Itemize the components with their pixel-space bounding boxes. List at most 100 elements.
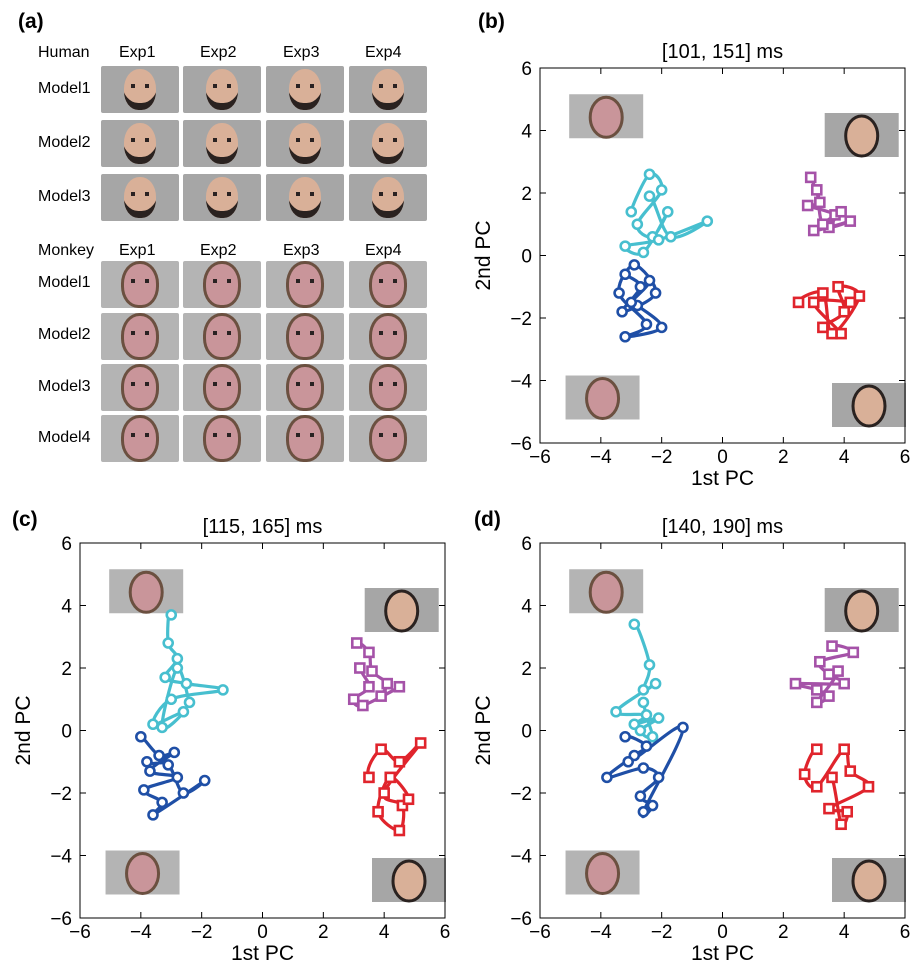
x-tick-label: −4 [590, 922, 612, 943]
human-col-exp1: Exp1 [119, 44, 156, 61]
human-face-thumbnail [824, 113, 899, 158]
series-0-point [634, 724, 647, 737]
monkey-row-model3: Model3 [38, 378, 91, 395]
series-2-point [804, 171, 817, 184]
pca-scatter-d: [140, 190] ms −6 −4 −2 0 2 4 6 −6 −4 −2 0 2 4 6 1st PC 2… [472, 516, 910, 965]
series-2-point [807, 224, 820, 237]
y-tick-label: −2 [510, 309, 532, 330]
series-0-point [147, 718, 159, 731]
series-3-point [817, 287, 829, 299]
monkey-face-thumbnail [349, 364, 427, 411]
series-2-point [363, 680, 375, 693]
monkey-col-exp2: Exp2 [200, 242, 237, 259]
series-1-point [616, 305, 628, 318]
series-3-point [402, 793, 415, 806]
series-1-point [652, 771, 665, 784]
series-1-point [625, 296, 638, 309]
y-tick-label: 0 [521, 247, 532, 268]
series-1-point [135, 730, 147, 743]
monkey-col-exp3: Exp3 [283, 242, 320, 259]
x-axis-label: 1st PC [691, 467, 754, 490]
x-tick-label: −4 [590, 447, 612, 468]
series-0-point [661, 205, 674, 218]
series-0-point [183, 696, 196, 709]
series-2-point [847, 646, 860, 659]
y-tick-label: 4 [521, 122, 532, 143]
y-axis-label: 2nd PC [472, 220, 495, 290]
series-1-point [622, 755, 635, 768]
series-3-point [810, 780, 823, 793]
series-1-point [677, 721, 689, 734]
monkey-row-model1: Model1 [38, 274, 91, 291]
monkey-face-thumbnail [349, 415, 427, 462]
y-tick-label: −6 [510, 434, 532, 455]
series-3-point [826, 771, 838, 784]
panel-c-letter: (c) [12, 508, 38, 531]
series-1-point [619, 730, 631, 743]
human-face-thumbnail [824, 588, 899, 633]
pca-scatter-c: [115, 165] ms −6 −4 −2 0 2 4 6 −6 −4 −2 0 2 4 6 1st PC 2… [12, 516, 451, 965]
human-face-thumbnail [101, 120, 179, 167]
y-axis-label: 2nd PC [12, 695, 35, 765]
series-3-point [384, 771, 397, 784]
series-3-point [835, 327, 847, 340]
human-face-thumbnail [101, 66, 179, 113]
series-0-point [652, 234, 665, 246]
series-2-point [810, 696, 823, 709]
series-1-point [637, 762, 650, 774]
series-3-point [396, 799, 409, 812]
x-tick-label: −4 [130, 922, 152, 943]
human-face-thumbnail [832, 858, 906, 903]
series-2-point [347, 693, 360, 706]
series-3-point [414, 737, 427, 749]
series-0-point [649, 677, 662, 690]
human-face-thumbnail [364, 588, 439, 633]
panel-b-letter: (b) [478, 10, 505, 33]
series-3-point [372, 805, 384, 818]
series-1-point [619, 330, 631, 343]
series-0-point [640, 709, 653, 721]
series-3-point [862, 780, 875, 793]
human-face-thumbnail [832, 383, 906, 428]
series-0-point [701, 215, 714, 227]
y-tick-label: 6 [521, 59, 532, 80]
x-tick-label: −6 [69, 922, 91, 943]
series-0-point [664, 230, 677, 243]
series-2-point [381, 677, 394, 690]
series-0-point [643, 190, 656, 202]
series-2-point [814, 196, 826, 209]
series-0-point [631, 218, 644, 231]
x-tick-label: 0 [717, 922, 728, 943]
x-tick-label: 6 [440, 922, 451, 943]
series-1-point [643, 274, 656, 287]
series-1-point [168, 746, 181, 759]
series-0-point [646, 730, 659, 743]
panel-a-letter: (a) [18, 10, 44, 33]
series-0-point [643, 168, 656, 181]
series-3-point [823, 802, 835, 815]
x-tick-label: 4 [839, 922, 850, 943]
series-0-point [619, 240, 631, 252]
series-1-point [198, 774, 211, 787]
series-3-point [810, 743, 823, 756]
human-face-thumbnail [183, 120, 261, 167]
series-1-point [634, 790, 647, 802]
monkey-face-thumbnail [109, 569, 184, 614]
series-2-point [789, 677, 802, 690]
series-3-point [826, 327, 838, 340]
x-tick-label: −2 [651, 922, 673, 943]
x-axis-label: 1st PC [231, 942, 294, 965]
series-3-point [378, 787, 390, 799]
series-1-point [655, 321, 668, 334]
monkey-face-thumbnail [349, 261, 427, 308]
monkey-col-exp4: Exp4 [365, 242, 402, 259]
monkey-face-thumbnail [266, 261, 344, 308]
series-1-point [649, 287, 662, 299]
series-2-point [810, 184, 823, 196]
x-tick-label: 2 [318, 922, 329, 943]
series-0-point [637, 696, 650, 709]
y-axis-label: 2nd PC [472, 695, 495, 765]
series-2-point [354, 662, 366, 674]
series-3-point [832, 280, 844, 293]
x-tick-label: 2 [778, 922, 789, 943]
